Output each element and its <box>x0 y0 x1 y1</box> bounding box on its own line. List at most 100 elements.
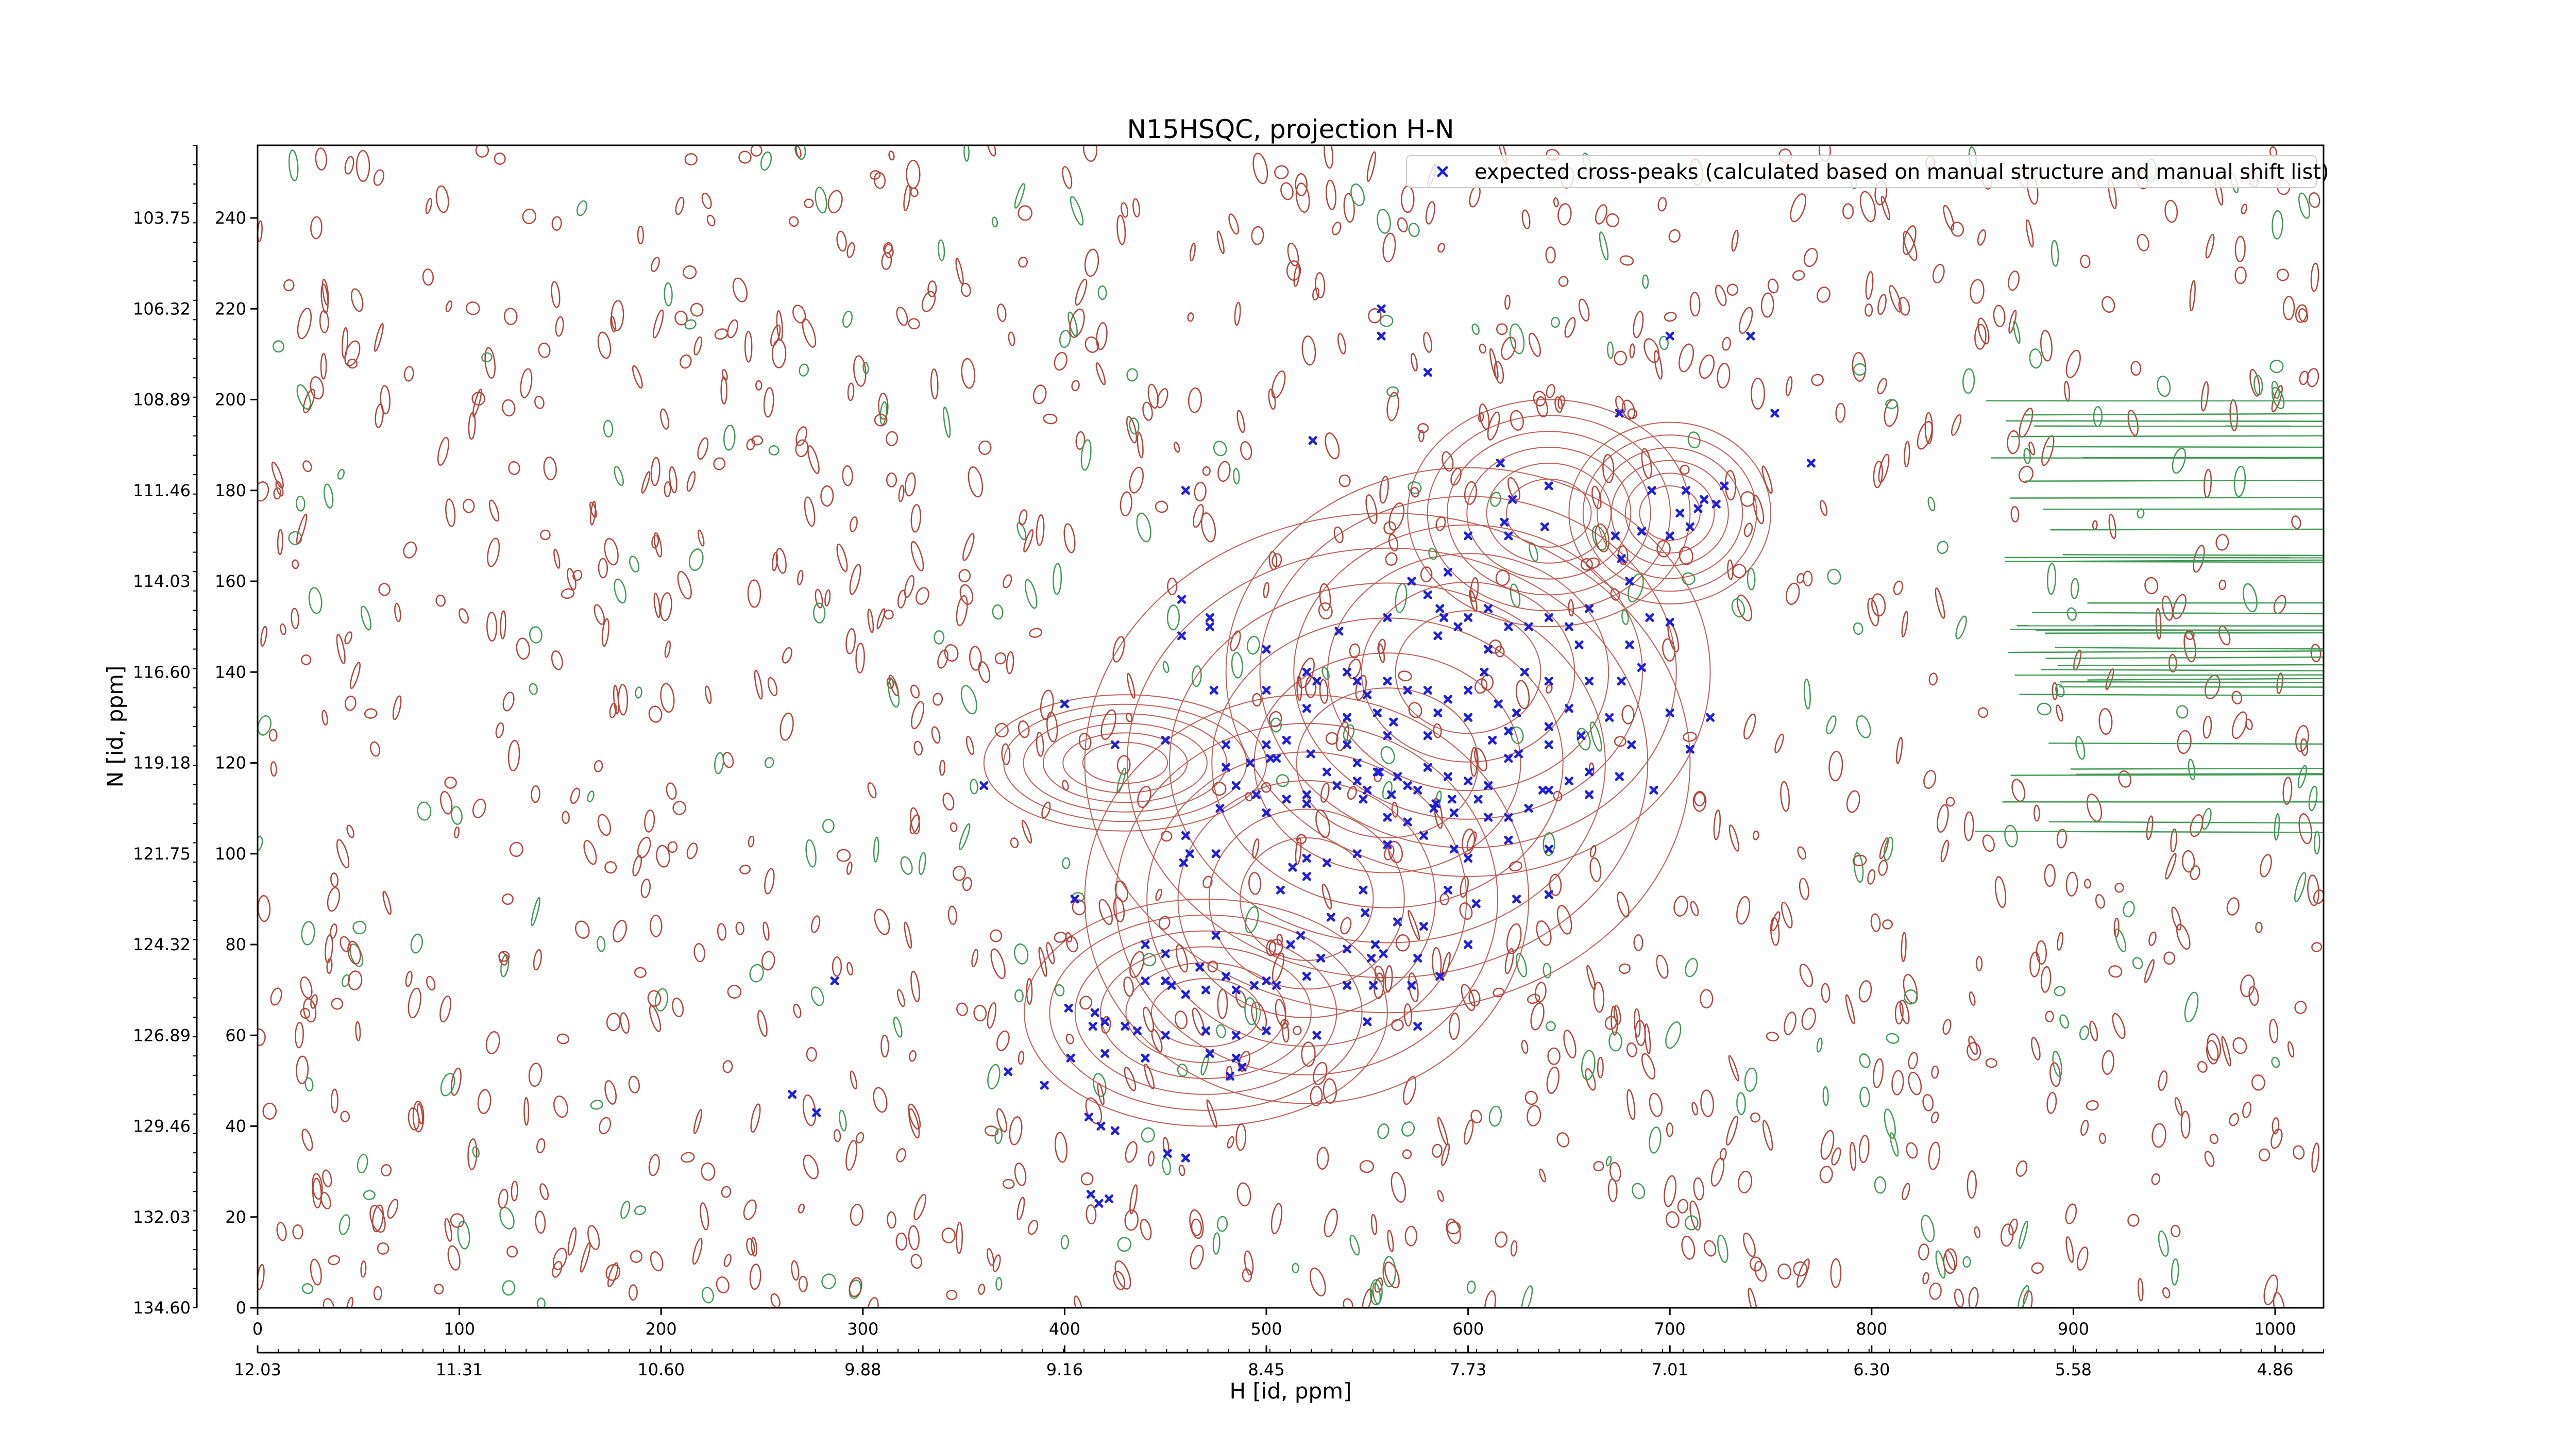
peak-marker <box>1004 1067 1013 1076</box>
peak-marker <box>1585 604 1594 613</box>
peak-marker <box>1574 640 1584 649</box>
contour-noise <box>258 145 2324 1308</box>
peak-marker <box>1367 953 1376 963</box>
peak-marker <box>1700 495 1709 504</box>
peak-marker <box>1504 622 1513 631</box>
peak-marker <box>1222 972 1231 981</box>
peak-marker <box>1121 1022 1130 1031</box>
peak-marker <box>1665 709 1674 718</box>
peak-marker <box>1088 1022 1097 1031</box>
peak-marker <box>1262 645 1271 654</box>
peak-marker <box>1585 767 1594 777</box>
peak-marker <box>1464 854 1473 863</box>
peak-marker <box>1494 699 1503 709</box>
peak-marker <box>1086 1190 1095 1199</box>
peak-marker <box>1484 781 1493 790</box>
peak-marker <box>1693 504 1703 513</box>
peak-marker <box>1538 785 1548 795</box>
peak-marker <box>1096 1122 1106 1131</box>
peak-marker <box>1302 790 1311 799</box>
peak-marker <box>1363 785 1372 795</box>
peak-marker <box>1443 772 1452 781</box>
peak-marker <box>1447 795 1456 804</box>
x-ppm-tick-label: 5.58 <box>2055 1360 2092 1379</box>
peak-marker <box>1577 731 1586 740</box>
peak-marker <box>1251 790 1261 799</box>
x-ppm-tick-label: 7.73 <box>1450 1360 1486 1379</box>
peak-marker <box>1706 713 1715 722</box>
peak-marker <box>1464 713 1473 722</box>
peak-marker <box>812 1108 821 1117</box>
peak-marker <box>1282 795 1291 804</box>
peak-marker <box>1514 749 1523 759</box>
peak-marker <box>1423 763 1432 772</box>
legend-marker-icon <box>1437 166 1448 177</box>
peak-marker <box>1262 808 1271 817</box>
peak-marker <box>1383 613 1392 622</box>
peak-marker <box>1201 985 1211 995</box>
peak-marker <box>1377 304 1386 313</box>
x-tick-label: 1000 <box>2254 1319 2296 1339</box>
peak-marker <box>1161 735 1170 745</box>
x-ppm-tick-label: 11.31 <box>436 1360 483 1379</box>
peak-marker <box>1332 781 1342 790</box>
peak-marker <box>1286 940 1295 949</box>
peak-marker <box>1711 499 1721 509</box>
peak-marker <box>1564 622 1573 631</box>
peak-marker <box>1211 931 1221 940</box>
peak-marker <box>1266 754 1275 763</box>
peak-marker <box>1226 1072 1235 1081</box>
x-tick-label: 500 <box>1250 1319 1282 1339</box>
peak-marker <box>1627 740 1636 749</box>
peak-marker <box>1132 1026 1142 1035</box>
y-ppm-tick-label: 103.75 <box>133 208 191 228</box>
peak-marker <box>1060 699 1069 709</box>
peak-marker <box>1464 613 1473 622</box>
peak-marker <box>1231 1053 1241 1063</box>
peak-marker <box>1361 908 1370 917</box>
peak-marker <box>1637 527 1646 536</box>
peak-marker <box>1435 604 1445 613</box>
peak-marker <box>1387 790 1396 799</box>
y-tick-label: 80 <box>225 935 246 954</box>
peak-marker <box>1334 627 1344 636</box>
peak-marker <box>1770 409 1780 418</box>
y-ppm-tick-label: 124.32 <box>133 935 191 954</box>
peak-marker <box>1504 727 1513 736</box>
peak-marker <box>1215 804 1225 813</box>
peak-marker <box>1195 963 1205 972</box>
chart-title: N15HSQC, projection H-N <box>1127 114 1454 144</box>
x-tick-label: 900 <box>2058 1319 2089 1339</box>
peak-marker <box>1439 613 1449 622</box>
peak-marker <box>1238 1063 1247 1072</box>
x-tick-label: 300 <box>847 1319 878 1339</box>
peak-marker <box>1383 731 1392 740</box>
peak-marker <box>1272 754 1281 763</box>
legend: expected cross-peaks (calculated based o… <box>1406 155 2329 188</box>
peak-marker <box>1413 1022 1422 1031</box>
peak-marker <box>1110 740 1120 749</box>
peak-marker <box>1352 677 1362 686</box>
peak-marker <box>1359 795 1368 804</box>
y-ppm-tick-label: 119.18 <box>133 753 191 773</box>
x-ppm-tick-label: 10.60 <box>637 1360 685 1379</box>
x-ppm-tick-label: 9.16 <box>1046 1360 1083 1379</box>
peak-marker <box>1611 531 1620 541</box>
peak-marker <box>1685 745 1694 754</box>
peak-marker <box>1665 617 1674 627</box>
peak-marker <box>1302 799 1311 808</box>
y-ppm-tick-label: 134.60 <box>133 1298 191 1318</box>
legend-label: expected cross-peaks (calculated based o… <box>1475 160 2329 184</box>
peak-marker <box>1383 813 1392 822</box>
peak-marker <box>1211 849 1221 858</box>
peak-marker <box>1564 704 1573 713</box>
peak-marker <box>1375 767 1384 777</box>
y-tick-label: 140 <box>215 662 246 682</box>
peak-marker <box>1177 631 1187 641</box>
peak-marker <box>1181 831 1190 840</box>
peak-marker <box>1185 849 1194 858</box>
peak-marker <box>1161 949 1170 958</box>
peak-marker <box>1040 1081 1049 1090</box>
y-tick-label: 60 <box>225 1025 246 1045</box>
peak-marker <box>1070 895 1079 904</box>
